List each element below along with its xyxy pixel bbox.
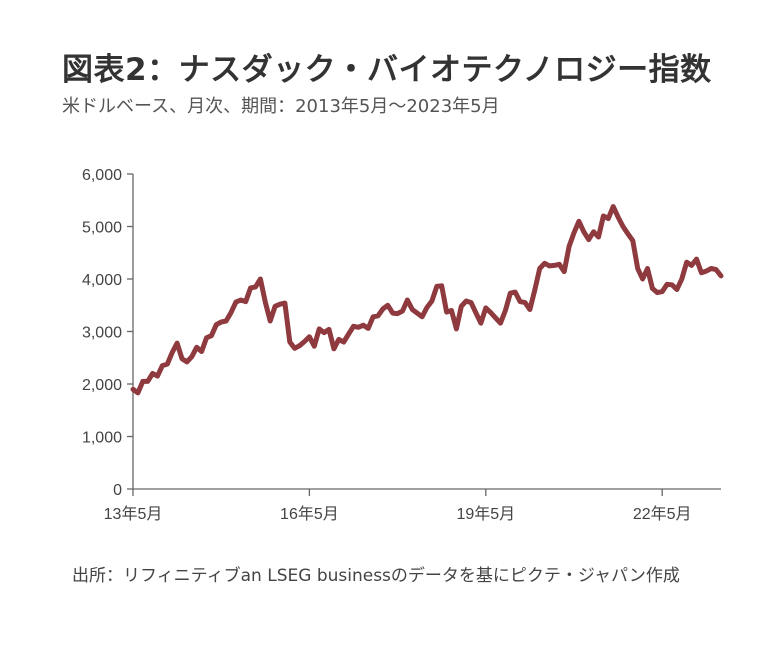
source-note: 出所：リフィニティブan LSEG businessのデータを基にピクテ・ジャパ…	[72, 566, 680, 586]
y-tick-label: 4,000	[82, 272, 122, 289]
chart-title: 図表2：ナスダック・バイオテクノロジー指数	[62, 52, 712, 88]
x-tick-label: 16年5月	[280, 505, 339, 523]
series-group	[130, 204, 724, 396]
y-tick-label: 1,000	[82, 430, 122, 447]
line-chart: 0 1,000 2,000 3,000 4,000 5,000 6,000 13年5月 16年…	[82, 167, 724, 523]
x-tick-label: 19年5月	[456, 505, 515, 523]
x-axis: 13年5月 16年5月 19年5月 22年5月	[104, 488, 721, 523]
x-tick-label: 13年5月	[104, 505, 163, 523]
y-axis: 0 1,000 2,000 3,000 4,000 5,000 6,000	[82, 167, 134, 499]
y-tick-label: 2,000	[82, 377, 122, 394]
x-tick-label: 22年5月	[633, 505, 692, 523]
y-tick-label: 3,000	[82, 325, 122, 342]
series-line	[130, 204, 724, 396]
y-tick-label: 5,000	[82, 220, 122, 237]
chart-subtitle: 米ドルベース、月次、期間：2013年5月～2023年5月	[62, 96, 500, 117]
y-tick-label: 0	[113, 482, 122, 499]
y-tick-label: 6,000	[82, 167, 122, 184]
